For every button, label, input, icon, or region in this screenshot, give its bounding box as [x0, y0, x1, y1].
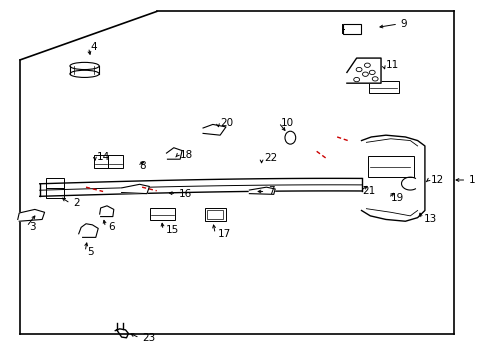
Text: 2: 2 — [73, 198, 80, 208]
FancyBboxPatch shape — [207, 211, 223, 219]
FancyBboxPatch shape — [367, 156, 413, 177]
Polygon shape — [100, 206, 114, 217]
Text: 19: 19 — [390, 193, 403, 203]
Text: 1: 1 — [468, 175, 474, 185]
Polygon shape — [18, 210, 44, 221]
Ellipse shape — [70, 63, 100, 70]
Text: 16: 16 — [178, 189, 191, 199]
FancyBboxPatch shape — [204, 208, 225, 221]
Polygon shape — [203, 125, 225, 135]
Text: 18: 18 — [180, 150, 193, 160]
Text: 11: 11 — [385, 60, 398, 70]
Polygon shape — [122, 184, 149, 194]
Text: 14: 14 — [97, 152, 110, 162]
FancyBboxPatch shape — [150, 208, 175, 220]
FancyBboxPatch shape — [46, 178, 63, 188]
Polygon shape — [346, 58, 380, 83]
Text: 15: 15 — [165, 225, 179, 235]
Text: 22: 22 — [264, 153, 277, 163]
Text: 4: 4 — [91, 42, 97, 52]
Polygon shape — [249, 187, 275, 194]
Text: 10: 10 — [281, 118, 294, 128]
Text: 20: 20 — [220, 118, 233, 128]
Text: 9: 9 — [400, 19, 407, 29]
FancyBboxPatch shape — [108, 155, 122, 168]
FancyBboxPatch shape — [342, 24, 360, 34]
Text: 13: 13 — [423, 215, 436, 224]
Text: 17: 17 — [217, 229, 230, 239]
Text: 6: 6 — [108, 222, 114, 232]
Text: 23: 23 — [142, 333, 155, 343]
FancyBboxPatch shape — [46, 188, 63, 198]
Polygon shape — [166, 148, 182, 159]
Text: 21: 21 — [362, 186, 375, 196]
Text: 12: 12 — [430, 175, 443, 185]
Text: 3: 3 — [29, 222, 36, 231]
Text: 5: 5 — [87, 247, 94, 257]
FancyBboxPatch shape — [368, 81, 398, 93]
Text: 7: 7 — [267, 186, 274, 197]
Polygon shape — [79, 224, 98, 237]
Text: 8: 8 — [140, 161, 146, 171]
FancyBboxPatch shape — [94, 155, 108, 168]
